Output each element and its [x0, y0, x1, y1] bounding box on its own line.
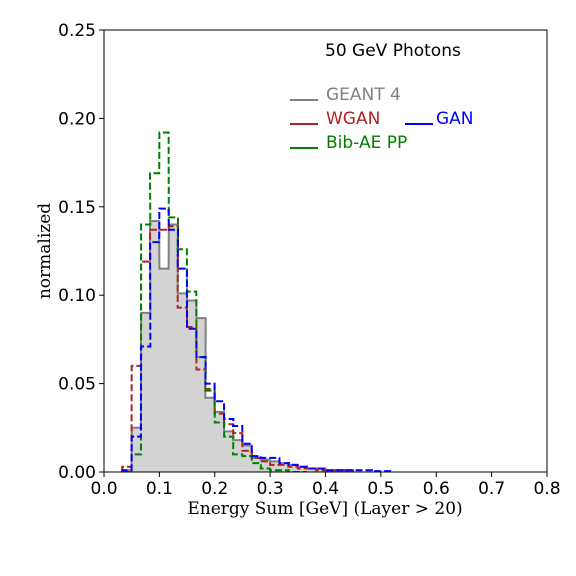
series-geant-4: [121, 219, 355, 472]
x-tick-label: 0.6: [423, 479, 450, 499]
series-line: [121, 225, 355, 472]
x-tick-label: 0.8: [533, 479, 560, 499]
x-tick-label: 0.7: [478, 479, 505, 499]
x-tick-label: 0.1: [146, 479, 173, 499]
y-axis-ticks: 0.00 0.05 0.10 0.15 0.20 0.25: [58, 21, 104, 483]
x-axis-ticks: 0.0 0.1 0.2 0.3 0.4 0.5 0.6 0.7 0.8: [90, 472, 561, 499]
series-gan: [121, 207, 392, 472]
x-tick-label: 0.0: [90, 479, 117, 499]
y-tick-label: 0.20: [58, 109, 96, 129]
series-layer: [121, 131, 392, 472]
legend-entry: Bib-AE PP: [290, 133, 407, 153]
legend: GEANT 4 WGAN Bib-AE PP GAN: [290, 85, 474, 153]
legend-entry: GEANT 4: [290, 85, 401, 105]
series-bib-ae-pp: [122, 131, 308, 472]
x-axis-label: Energy Sum [GeV] (Layer > 20): [187, 499, 462, 519]
legend-label: Bib-AE PP: [326, 133, 407, 153]
y-tick-label: 0.25: [58, 21, 96, 41]
series-wgan: [121, 225, 355, 472]
y-tick-label: 0.05: [58, 375, 96, 395]
series-line: [122, 131, 308, 472]
x-tick-label: 0.3: [257, 479, 284, 499]
legend-label: GAN: [436, 109, 474, 129]
legend-entry: WGAN: [290, 109, 380, 129]
x-tick-label: 0.2: [201, 479, 228, 499]
chart-title: 50 GeV Photons: [325, 41, 461, 61]
series-line: [121, 207, 392, 472]
y-tick-label: 0.15: [58, 198, 96, 218]
y-axis-label: normalized: [35, 203, 55, 299]
legend-entry: GAN: [405, 109, 474, 129]
x-tick-label: 0.5: [367, 479, 394, 499]
legend-label: WGAN: [326, 109, 380, 129]
series-fill: [122, 220, 354, 472]
y-tick-label: 0.10: [58, 286, 96, 306]
y-tick-label: 0.00: [58, 463, 96, 483]
x-tick-label: 0.4: [312, 479, 339, 499]
legend-label: GEANT 4: [326, 85, 401, 105]
